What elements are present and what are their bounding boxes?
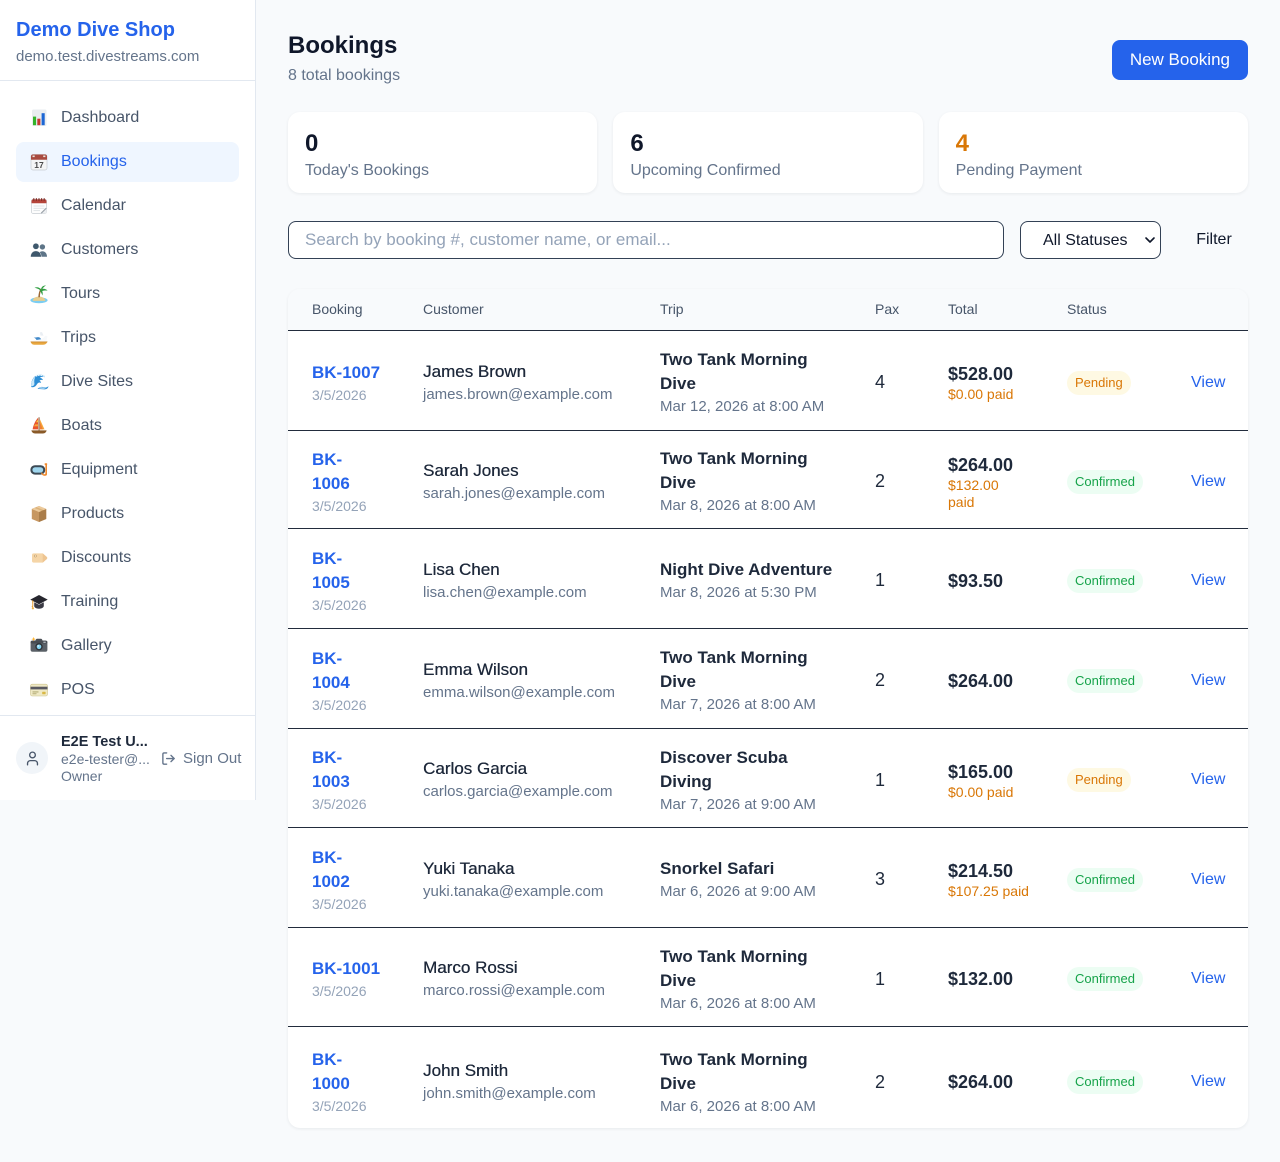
svg-text:17: 17 — [34, 160, 44, 170]
